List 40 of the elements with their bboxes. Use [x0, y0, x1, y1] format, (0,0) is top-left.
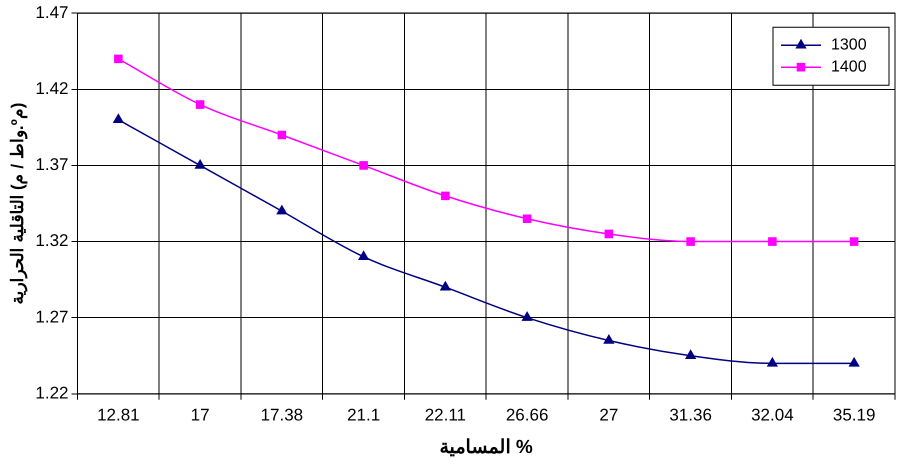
point: [522, 312, 532, 321]
y-tick-label: 1.37: [35, 155, 68, 174]
point: [604, 334, 614, 344]
x-tick-label: 17.38: [260, 406, 304, 425]
x-axis-title: المسامية %: [440, 436, 533, 458]
point: [195, 160, 206, 169]
legend-label: 1300: [831, 36, 867, 54]
x-tick-label: 17: [190, 406, 210, 425]
x-tick-label: 31.36: [669, 406, 712, 425]
x-tick-label: 21.1: [347, 406, 380, 425]
x-tick-label: 22.11: [424, 406, 466, 425]
point: [196, 100, 204, 109]
point: [358, 251, 369, 260]
point: [276, 205, 287, 214]
x-tick-label: 32.04: [751, 406, 794, 425]
point: [441, 192, 450, 200]
point: [850, 237, 858, 246]
y-axis-title: التاقلية الحرارية (واط / م.ºم): [8, 102, 28, 304]
y-tick-label: 1.32: [35, 231, 68, 250]
y-tick-label: 1.27: [35, 307, 68, 326]
point: [113, 114, 124, 124]
point: [686, 350, 696, 359]
y-tick-label: 1.42: [35, 79, 68, 98]
y-tick-label: 1.22: [35, 383, 68, 402]
point: [114, 54, 123, 64]
point: [768, 237, 777, 246]
point: [686, 237, 695, 246]
point: [849, 358, 860, 367]
point: [522, 214, 532, 224]
x-tick-label: 12.81: [97, 406, 140, 425]
x-tick-label: 35.19: [832, 406, 876, 425]
x-tick-label: 27: [599, 406, 618, 425]
point: [604, 230, 614, 238]
point: [767, 358, 778, 367]
point: [359, 161, 368, 170]
legend-label: 1400: [831, 58, 867, 76]
point: [440, 281, 450, 290]
x-tick-label: 26.66: [506, 406, 548, 425]
point: [278, 130, 286, 140]
y-tick-label: 1.47: [35, 2, 68, 22]
